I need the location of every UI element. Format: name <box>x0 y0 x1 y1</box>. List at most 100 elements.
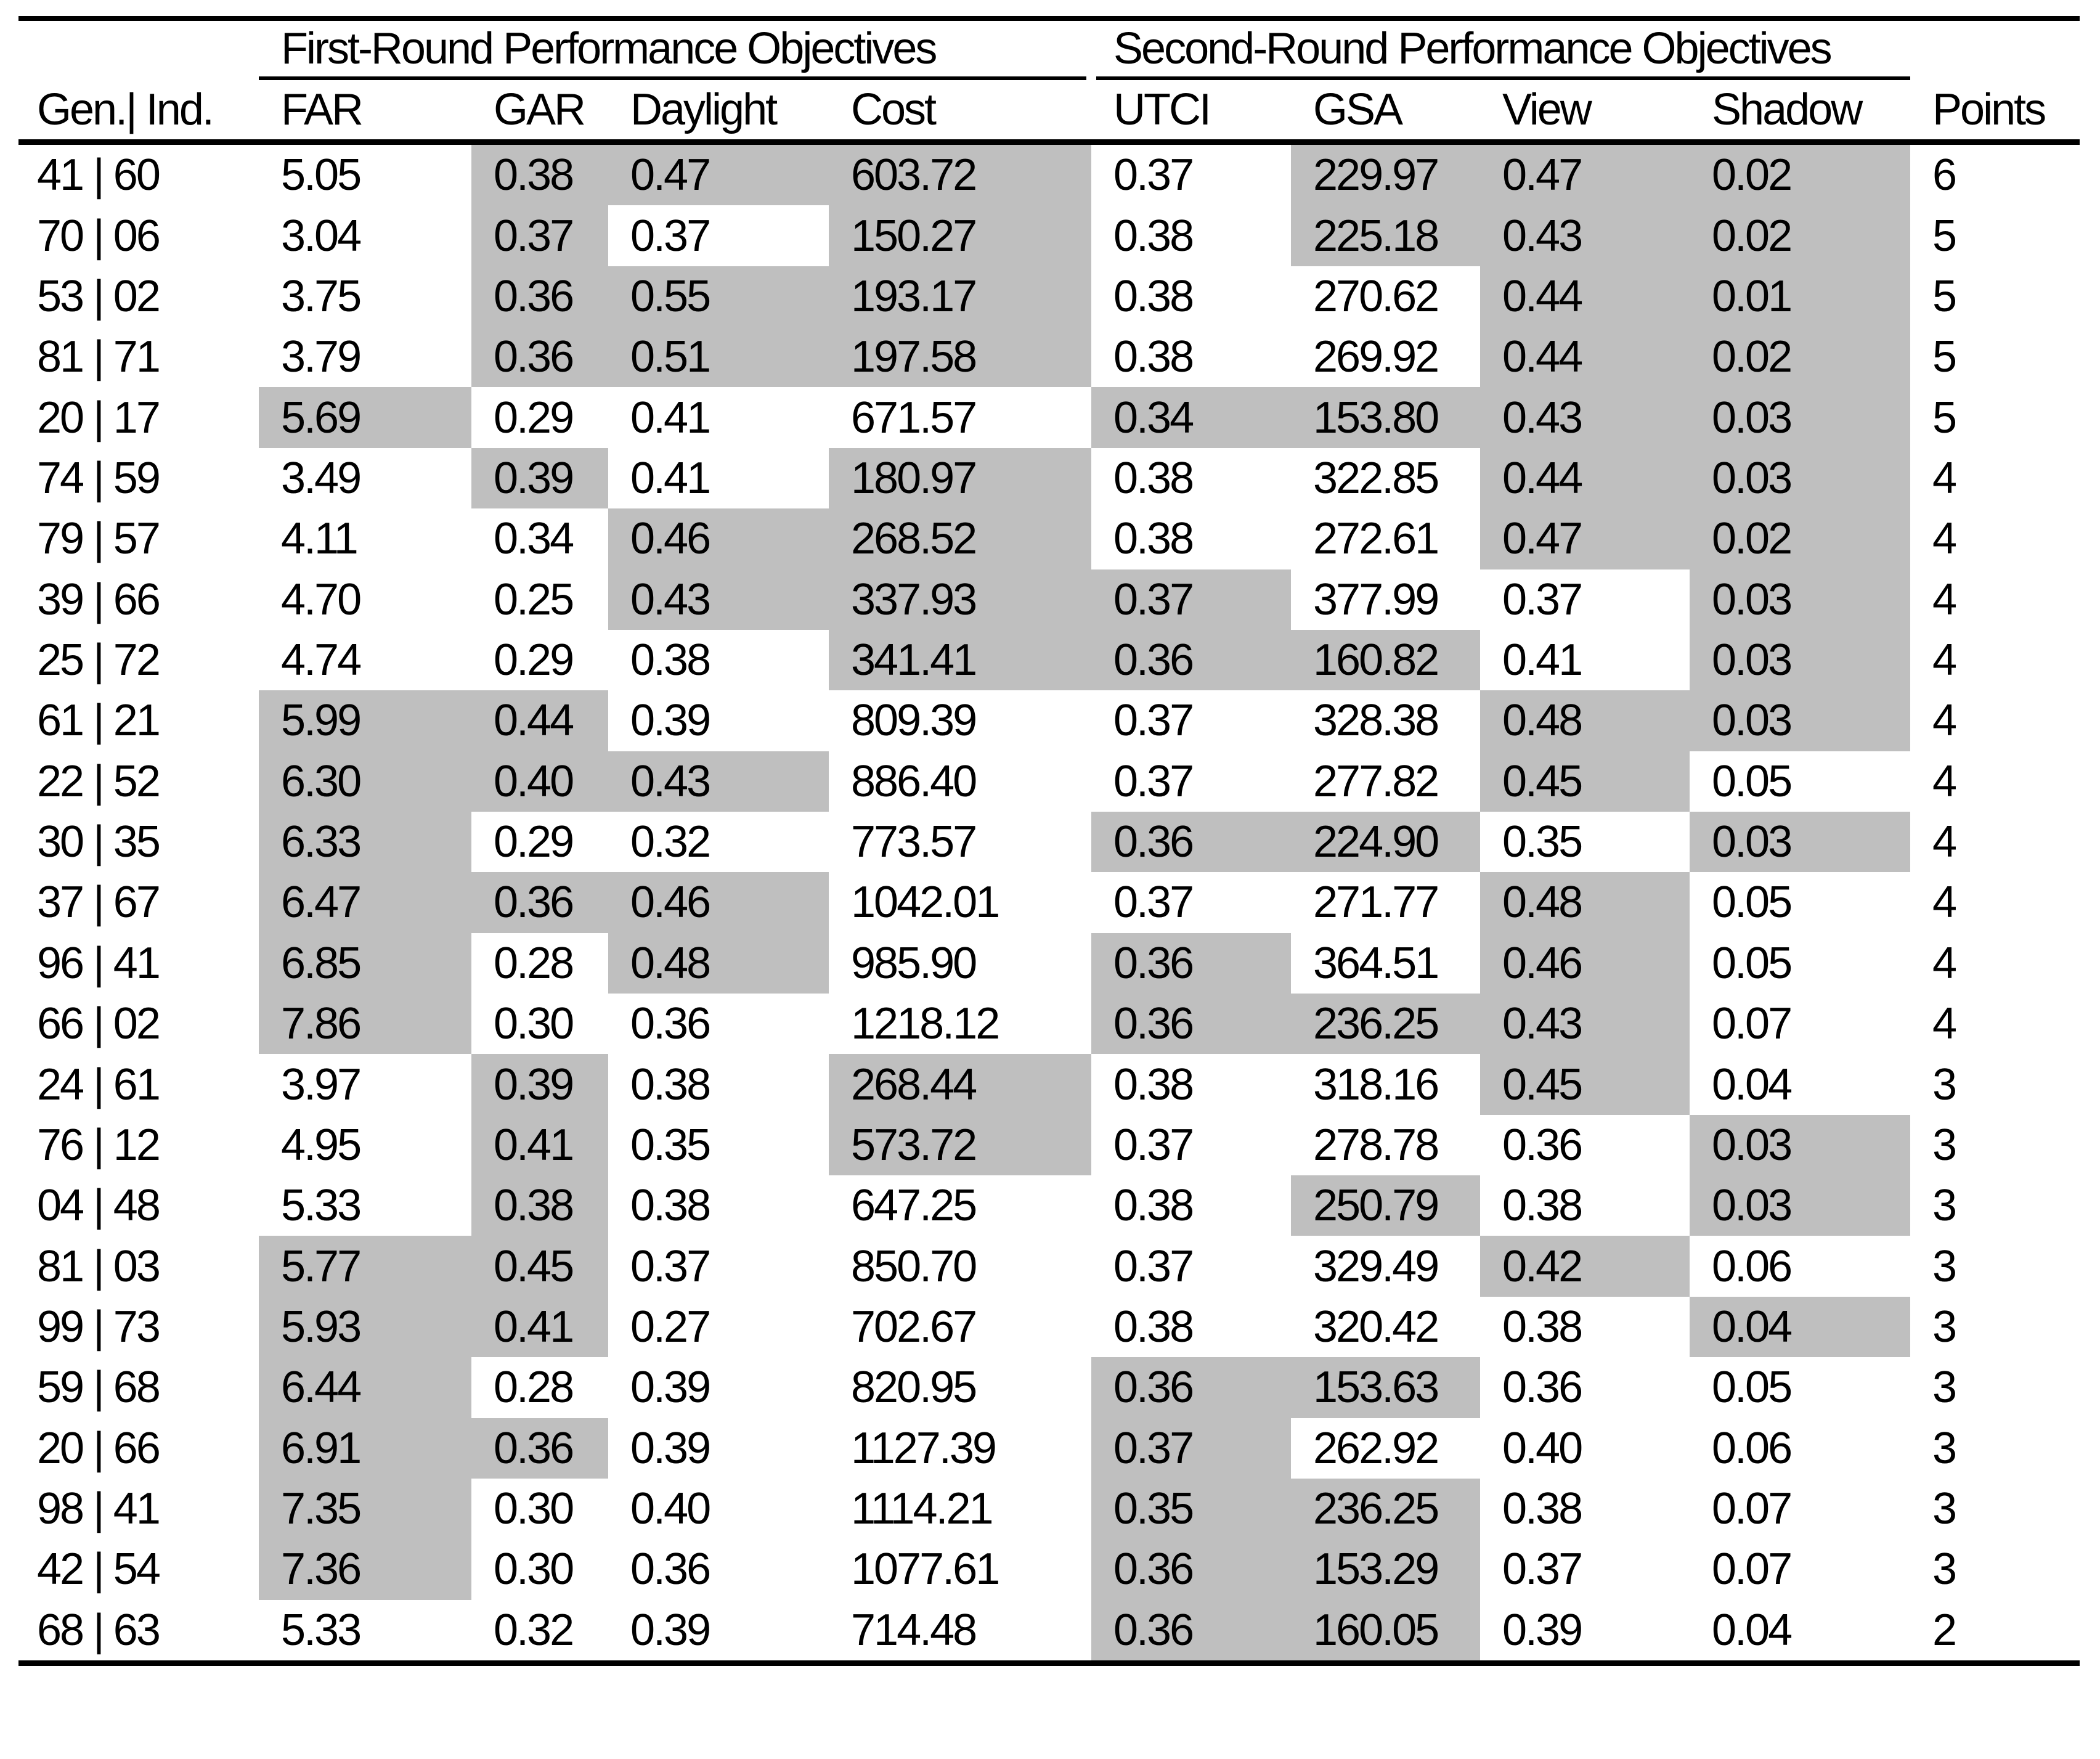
value-cell-utci: 0.37 <box>1091 569 1291 630</box>
points-cell: 4 <box>1932 453 1957 503</box>
value-cell-far: 6.33 <box>259 811 471 873</box>
value-cell-daylight: 0.38 <box>630 1059 711 1109</box>
points-cell: 3 <box>1932 1423 1957 1473</box>
value-cell-far: 3.75 <box>281 271 362 321</box>
value-cell-far: 4.70 <box>281 574 362 624</box>
value-cell-view: 0.43 <box>1480 387 1690 448</box>
gen-ind-cell: 20 | 17 <box>37 393 161 443</box>
value-cell-far: 6.30 <box>259 751 471 812</box>
value-cell-view: 0.45 <box>1480 751 1690 812</box>
value-cell-gsa: 229.97 <box>1291 145 1480 206</box>
points-cell: 2 <box>1932 1605 1957 1655</box>
value-cell-daylight: 0.40 <box>630 1484 711 1534</box>
value-cell-gar: 0.39 <box>471 447 608 509</box>
value-cell-gsa: 153.63 <box>1291 1357 1480 1418</box>
value-cell-far: 6.85 <box>259 933 471 994</box>
value-cell-gsa: 270.62 <box>1313 271 1439 321</box>
value-cell-view: 0.38 <box>1502 1302 1583 1352</box>
header-border <box>18 139 2080 145</box>
points-cell: 4 <box>1932 999 1957 1049</box>
points-cell: 5 <box>1932 271 1957 321</box>
value-cell-far: 3.04 <box>281 211 362 261</box>
points-cell: 3 <box>1932 1059 1957 1109</box>
column-header-daylight: Daylight <box>630 85 778 134</box>
value-cell-shadow: 0.04 <box>1712 1605 1793 1655</box>
value-cell-shadow: 0.07 <box>1712 1545 1793 1594</box>
group-header-first-round: First-Round Performance Objectives <box>281 24 937 73</box>
value-cell-gsa: 271.77 <box>1313 878 1439 928</box>
value-cell-far: 4.74 <box>281 635 362 685</box>
value-cell-utci: 0.36 <box>1091 629 1291 691</box>
value-cell-utci: 0.36 <box>1091 994 1291 1055</box>
gen-ind-cell: 96 | 41 <box>37 938 161 988</box>
value-cell-utci: 0.34 <box>1091 387 1291 448</box>
value-cell-cost: 1042.01 <box>851 878 1000 928</box>
value-cell-gar: 0.36 <box>471 1418 608 1479</box>
value-cell-shadow: 0.03 <box>1690 629 1910 691</box>
gen-ind-cell: 30 | 35 <box>37 817 161 867</box>
points-cell: 3 <box>1932 1484 1957 1534</box>
gen-ind-cell: 66 | 02 <box>37 999 161 1049</box>
value-cell-gar: 0.45 <box>471 1236 608 1297</box>
value-cell-cost: 886.40 <box>851 756 977 806</box>
value-cell-cost: 773.57 <box>851 817 977 867</box>
gen-ind-cell: 59 | 68 <box>37 1363 161 1413</box>
value-cell-gar: 0.29 <box>494 393 574 443</box>
value-cell-utci: 0.35 <box>1091 1478 1291 1540</box>
points-cell: 4 <box>1932 756 1957 806</box>
value-cell-shadow: 0.05 <box>1712 938 1793 988</box>
value-cell-cost: 647.25 <box>851 1181 977 1231</box>
value-cell-daylight: 0.27 <box>630 1302 711 1352</box>
points-cell: 4 <box>1932 817 1957 867</box>
value-cell-gsa: 236.25 <box>1291 994 1480 1055</box>
value-cell-gar: 0.36 <box>471 266 608 327</box>
value-cell-view: 0.47 <box>1480 145 1690 206</box>
value-cell-utci: 0.38 <box>1113 332 1194 382</box>
points-cell: 4 <box>1932 878 1957 928</box>
value-cell-gsa: 236.25 <box>1291 1478 1480 1540</box>
value-cell-view: 0.36 <box>1502 1363 1583 1413</box>
value-cell-utci: 0.38 <box>1113 1059 1194 1109</box>
value-cell-shadow: 0.03 <box>1690 690 1910 751</box>
value-cell-utci: 0.38 <box>1113 1181 1194 1231</box>
value-cell-view: 0.41 <box>1502 635 1583 685</box>
points-cell: 3 <box>1932 1302 1957 1352</box>
value-cell-gar: 0.40 <box>471 751 608 812</box>
value-cell-gsa: 272.61 <box>1313 514 1439 564</box>
value-cell-far: 7.35 <box>259 1478 471 1540</box>
points-cell: 4 <box>1932 514 1957 564</box>
value-cell-cost: 603.72 <box>829 145 1091 206</box>
gen-ind-cell: 41 | 60 <box>37 150 161 200</box>
top-border <box>18 16 2080 21</box>
value-cell-daylight: 0.55 <box>608 266 829 327</box>
value-cell-far: 6.47 <box>259 872 471 933</box>
value-cell-utci: 0.37 <box>1113 696 1194 746</box>
value-cell-gsa: 250.79 <box>1291 1175 1480 1236</box>
value-cell-utci: 0.36 <box>1091 811 1291 873</box>
group-header-second-round: Second-Round Performance Objectives <box>1113 24 1833 73</box>
value-cell-view: 0.44 <box>1480 266 1690 327</box>
value-cell-utci: 0.36 <box>1091 933 1291 994</box>
value-cell-gar: 0.30 <box>494 999 574 1049</box>
value-cell-view: 0.43 <box>1480 205 1690 266</box>
gen-ind-cell: 81 | 03 <box>37 1241 161 1291</box>
value-cell-far: 6.44 <box>259 1357 471 1418</box>
value-cell-gsa: 153.80 <box>1291 387 1480 448</box>
value-cell-shadow: 0.04 <box>1690 1296 1910 1358</box>
bottom-border <box>18 1660 2080 1666</box>
value-cell-daylight: 0.41 <box>630 453 711 503</box>
gen-ind-cell: 81 | 71 <box>37 332 161 382</box>
value-cell-shadow: 0.02 <box>1690 508 1910 569</box>
points-cell: 5 <box>1932 211 1957 261</box>
value-cell-utci: 0.38 <box>1113 271 1194 321</box>
value-cell-daylight: 0.43 <box>608 751 829 812</box>
value-cell-view: 0.37 <box>1502 574 1583 624</box>
value-cell-view: 0.42 <box>1480 1236 1690 1297</box>
value-cell-utci: 0.36 <box>1091 1357 1291 1418</box>
value-cell-cost: 985.90 <box>851 938 977 988</box>
value-cell-daylight: 0.46 <box>608 872 829 933</box>
points-cell: 3 <box>1932 1241 1957 1291</box>
column-header-view: View <box>1502 85 1592 134</box>
value-cell-far: 3.79 <box>281 332 362 382</box>
value-cell-daylight: 0.43 <box>608 569 829 630</box>
